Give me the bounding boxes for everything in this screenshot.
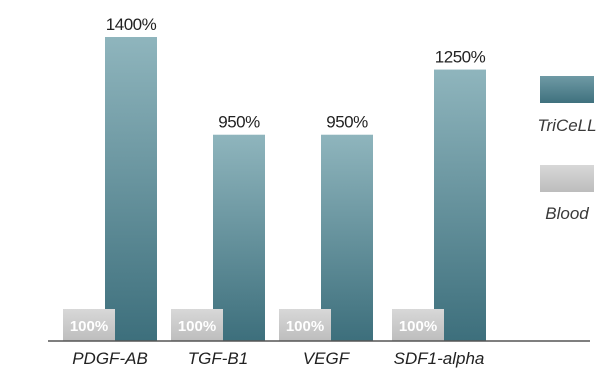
bar-blood-sdf1-alpha: [392, 309, 444, 341]
value-label-triceLL: 950%: [218, 113, 260, 132]
legend-swatch-blood: [540, 165, 594, 192]
bar-triceLL-vegf: [321, 134, 373, 341]
category-labels: PDGF-AB TGF-B1 VEGF SDF1-alpha: [72, 349, 484, 368]
legend-label-blood: Blood: [545, 204, 589, 223]
legend-swatch-triceLL: [540, 76, 594, 103]
value-label-blood: 100%: [70, 318, 108, 335]
category-label: PDGF-AB: [72, 349, 148, 368]
bar-blood-vegf: [279, 309, 331, 341]
bars-layer: [63, 37, 486, 342]
value-label-triceLL: 1400%: [106, 15, 157, 34]
bar-triceLL-sdf1-alpha: [434, 69, 486, 342]
legend: TriCeLL Blood: [537, 76, 597, 223]
value-label-triceLL: 950%: [326, 113, 368, 132]
bar-triceLL-tgf-b1: [213, 134, 265, 341]
bar-blood-tgf-b1: [171, 309, 223, 341]
category-label: SDF1-alpha: [394, 349, 485, 368]
value-label-blood: 100%: [178, 318, 216, 335]
labels-layer: 1400% 100% 950% 100% 950% 100% 1250% 100%: [70, 15, 486, 335]
value-label-blood: 100%: [286, 318, 324, 335]
bar-triceLL-pdgf-ab: [105, 37, 157, 341]
value-label-blood: 100%: [399, 318, 437, 335]
legend-label-triceLL: TriCeLL: [537, 116, 596, 135]
bar-blood-pdgf-ab: [63, 309, 115, 341]
category-label: TGF-B1: [188, 349, 248, 368]
category-label: VEGF: [303, 349, 351, 368]
value-label-triceLL: 1250%: [435, 48, 486, 67]
